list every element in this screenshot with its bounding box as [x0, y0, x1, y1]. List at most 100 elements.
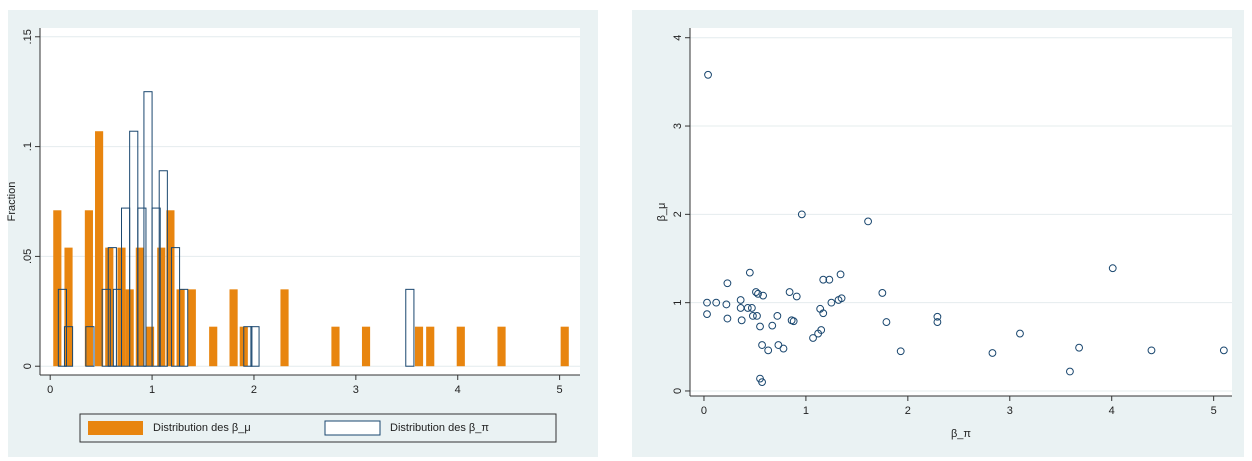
bar: [560, 326, 569, 367]
point: [768, 321, 777, 330]
x-tick-label: 3: [353, 384, 359, 396]
point: [747, 304, 756, 312]
y-tick-label: 0: [672, 388, 684, 394]
point: [809, 334, 817, 342]
bar: [145, 326, 155, 367]
point: [756, 322, 764, 331]
x-tick-label: 5: [1211, 405, 1217, 417]
bar: [229, 289, 238, 367]
bar: [497, 326, 506, 367]
point: [743, 304, 752, 312]
point: [837, 294, 846, 303]
point: [703, 310, 711, 319]
x-tick-label: 3: [1007, 405, 1013, 417]
point: [704, 70, 712, 79]
point: [1219, 346, 1228, 355]
bar: [209, 326, 218, 367]
bar: [107, 247, 117, 367]
bar: [414, 326, 424, 367]
y-tick-label: 4: [672, 35, 684, 41]
bar: [405, 288, 415, 367]
point: [764, 346, 773, 355]
point: [789, 317, 798, 326]
x-tick-label: 1: [803, 405, 809, 417]
point: [753, 312, 761, 320]
point: [1147, 346, 1156, 355]
point: [745, 268, 754, 277]
point: [836, 270, 845, 279]
y-tick-label: 2: [672, 211, 684, 217]
point: [827, 298, 836, 307]
bar: [53, 210, 62, 367]
x-tick-label: 5: [557, 384, 563, 396]
point: [819, 309, 828, 318]
bar: [243, 326, 253, 367]
point: [723, 279, 732, 288]
bar: [84, 210, 93, 367]
point: [759, 291, 767, 300]
bar: [179, 288, 189, 367]
point: [1016, 329, 1024, 338]
y-tick-label: .15: [22, 29, 34, 44]
point: [748, 312, 757, 320]
bar: [135, 247, 144, 367]
point: [797, 210, 806, 219]
x-tick-label: 1: [149, 384, 155, 396]
bar: [166, 210, 175, 367]
point: [758, 341, 766, 349]
bar: [158, 170, 168, 367]
point: [779, 344, 788, 353]
legend-frame: [79, 413, 557, 443]
point: [882, 318, 891, 326]
point: [988, 349, 997, 357]
x-tick-label: 2: [905, 405, 911, 417]
point: [896, 347, 905, 356]
point: [774, 341, 783, 349]
x-tick-label: 2: [251, 384, 257, 396]
y-tick-label: 3: [672, 123, 684, 129]
point: [933, 312, 942, 321]
point: [825, 275, 834, 284]
bar: [361, 326, 371, 367]
y-tick-label: .05: [22, 249, 34, 264]
bar: [426, 326, 435, 367]
point: [785, 288, 794, 296]
bar: [57, 288, 67, 367]
point: [754, 289, 762, 298]
point: [736, 296, 745, 304]
x-tick-label: 0: [47, 384, 53, 396]
point: [1108, 264, 1117, 273]
point: [864, 217, 872, 226]
bar: [64, 247, 73, 367]
point: [752, 288, 760, 296]
y-axis-label: Fraction: [6, 182, 18, 222]
legend-swatch: [88, 421, 143, 435]
point: [1075, 343, 1083, 352]
x-tick-label: 4: [455, 384, 461, 396]
legend-label: Distribution des β_μ: [153, 422, 251, 434]
point: [933, 318, 942, 326]
bar: [137, 207, 147, 367]
bar: [151, 207, 161, 367]
legend-label: Distribution des β_π: [390, 422, 489, 434]
point: [712, 298, 721, 307]
point: [758, 378, 766, 387]
point: [703, 298, 711, 307]
bar: [101, 288, 111, 367]
y-tick-label: 0: [22, 363, 34, 369]
bar: [105, 247, 114, 367]
bar: [331, 326, 340, 367]
point: [1066, 367, 1074, 376]
x-tick-label: 0: [701, 405, 707, 417]
x-axis-label: β_π: [951, 428, 971, 440]
bar: [95, 131, 104, 367]
bar: [280, 289, 289, 367]
point: [819, 275, 828, 284]
bar: [85, 326, 95, 367]
x-tick-label: 4: [1109, 405, 1115, 417]
y-tick-label: .1: [22, 142, 34, 151]
bar: [176, 289, 185, 367]
point: [722, 300, 731, 309]
point: [817, 326, 826, 334]
